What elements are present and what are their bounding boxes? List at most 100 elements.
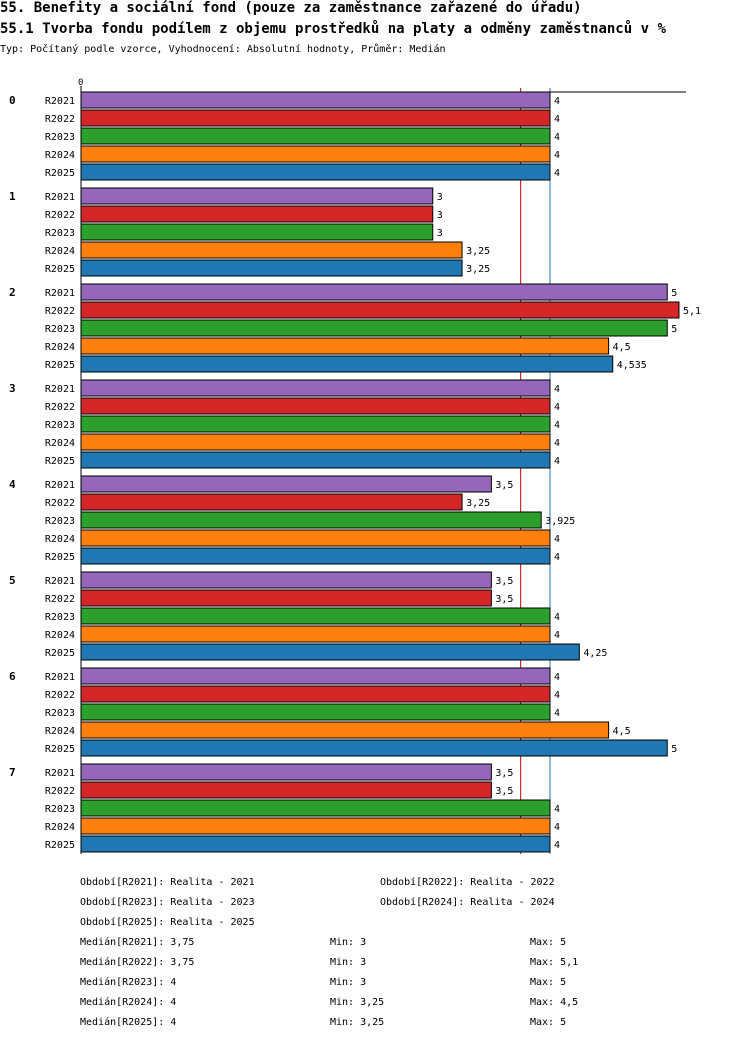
- series-label-r2023: R2023: [45, 516, 75, 527]
- value-label-1-r2023: 3: [437, 228, 443, 239]
- bar-6-r2025: [80, 739, 668, 757]
- value-label-5-r2024: 4: [554, 630, 560, 641]
- series-label-r2021: R2021: [45, 576, 75, 587]
- series-label-r2023: R2023: [45, 324, 75, 335]
- bar-6-r2024: [80, 721, 610, 739]
- bar-3-r2025: [80, 451, 551, 469]
- axis-zero-label: 0: [78, 78, 83, 88]
- bar-0-r2023: [80, 127, 551, 145]
- value-label-3-r2022: 4: [554, 402, 560, 413]
- bar-5-r2022: [80, 589, 492, 607]
- bar-2-r2021: [80, 283, 668, 301]
- series-label-r2024: R2024: [45, 726, 75, 737]
- bar-5-r2025: [80, 643, 580, 661]
- legend-min-r2025: Min: 3,25: [330, 1017, 385, 1028]
- value-label-5-r2022: 3,5: [495, 594, 513, 605]
- value-label-7-r2021: 3,5: [495, 768, 513, 779]
- legend-min-r2022: Min: 3: [330, 957, 367, 968]
- legend-median-r2023: Medián[R2023]: 4: [80, 977, 177, 988]
- value-label-7-r2024: 4: [554, 822, 560, 833]
- value-label-6-r2022: 4: [554, 690, 560, 701]
- legend-median-r2024: Medián[R2024]: 4: [80, 997, 177, 1008]
- bar-2-r2022: [80, 301, 680, 319]
- series-label-r2022: R2022: [45, 498, 75, 509]
- legend-median-r2022: Medián[R2022]: 3,75: [80, 957, 195, 968]
- value-label-0-r2022: 4: [554, 114, 560, 125]
- bar-5-r2021: [80, 571, 492, 589]
- value-label-0-r2021: 4: [554, 96, 560, 107]
- bar-2-r2023: [80, 319, 668, 337]
- series-label-r2023: R2023: [45, 612, 75, 623]
- value-label-2-r2025: 4,535: [617, 360, 647, 371]
- bar-6-r2021: [80, 667, 551, 685]
- value-label-5-r2025: 4,25: [583, 648, 607, 659]
- category-label-0: 0: [9, 94, 16, 107]
- bar-4-r2023: [80, 511, 542, 529]
- category-label-1: 1: [9, 190, 16, 203]
- series-label-r2021: R2021: [45, 384, 75, 395]
- value-label-4-r2021: 3,5: [495, 480, 513, 491]
- bar-3-r2021: [80, 379, 551, 397]
- series-label-r2025: R2025: [45, 648, 75, 659]
- series-label-r2025: R2025: [45, 168, 75, 179]
- bar-0-r2021: [80, 91, 551, 109]
- value-label-5-r2023: 4: [554, 612, 560, 623]
- series-label-r2023: R2023: [45, 708, 75, 719]
- value-label-1-r2021: 3: [437, 192, 443, 203]
- series-label-r2021: R2021: [45, 480, 75, 491]
- bar-3-r2022: [80, 397, 551, 415]
- legend-period-r2023: Období[R2023]: Realita - 2023: [80, 897, 255, 908]
- bar-1-r2021: [80, 187, 434, 205]
- bar-4-r2022: [80, 493, 463, 511]
- legend-period-r2025: Období[R2025]: Realita - 2025: [80, 917, 255, 928]
- value-label-7-r2025: 4: [554, 840, 560, 851]
- series-label-r2025: R2025: [45, 552, 75, 563]
- legend-min-r2023: Min: 3: [330, 977, 367, 988]
- bar-7-r2024: [80, 817, 551, 835]
- series-label-r2024: R2024: [45, 150, 75, 161]
- bar-1-r2022: [80, 205, 434, 223]
- value-label-1-r2024: 3,25: [466, 246, 490, 257]
- series-label-r2025: R2025: [45, 264, 75, 275]
- value-label-2-r2022: 5,1: [683, 306, 701, 317]
- legend-min-r2024: Min: 3,25: [330, 997, 385, 1008]
- legend-max-r2021: Max: 5: [530, 937, 567, 948]
- legend-median-r2021: Medián[R2021]: 3,75: [80, 937, 195, 948]
- series-label-r2021: R2021: [45, 288, 75, 299]
- bar-5-r2023: [80, 607, 551, 625]
- legend-max-r2024: Max: 4,5: [530, 997, 579, 1008]
- series-label-r2022: R2022: [45, 786, 75, 797]
- category-label-4: 4: [9, 478, 16, 491]
- value-label-1-r2025: 3,25: [466, 264, 490, 275]
- value-label-0-r2023: 4: [554, 132, 560, 143]
- value-label-0-r2024: 4: [554, 150, 560, 161]
- value-label-7-r2022: 3,5: [495, 786, 513, 797]
- series-label-r2024: R2024: [45, 342, 75, 353]
- bar-3-r2023: [80, 415, 551, 433]
- bar-1-r2025: [80, 259, 463, 277]
- bar-7-r2022: [80, 781, 492, 799]
- chart-meta: Typ: Počítaný podle vzorce, Vyhodnocení:…: [0, 44, 446, 55]
- value-label-4-r2025: 4: [554, 552, 560, 563]
- category-label-6: 6: [9, 670, 16, 683]
- bar-2-r2024: [80, 337, 610, 355]
- value-label-5-r2021: 3,5: [495, 576, 513, 587]
- legend-period-r2021: Období[R2021]: Realita - 2021: [80, 877, 255, 888]
- series-label-r2022: R2022: [45, 210, 75, 221]
- legend-max-r2023: Max: 5: [530, 977, 567, 988]
- legend-max-r2025: Max: 5: [530, 1017, 567, 1028]
- bar-1-r2023: [80, 223, 434, 241]
- series-label-r2024: R2024: [45, 246, 75, 257]
- series-label-r2024: R2024: [45, 630, 75, 641]
- series-label-r2022: R2022: [45, 594, 75, 605]
- category-label-3: 3: [9, 382, 16, 395]
- series-label-r2025: R2025: [45, 744, 75, 755]
- series-label-r2021: R2021: [45, 96, 75, 107]
- value-label-1-r2022: 3: [437, 210, 443, 221]
- legend-median-r2025: Medián[R2025]: 4: [80, 1017, 177, 1028]
- value-label-4-r2024: 4: [554, 534, 560, 545]
- bar-7-r2023: [80, 799, 551, 817]
- value-label-4-r2023: 3,925: [545, 516, 575, 527]
- category-label-7: 7: [9, 766, 16, 779]
